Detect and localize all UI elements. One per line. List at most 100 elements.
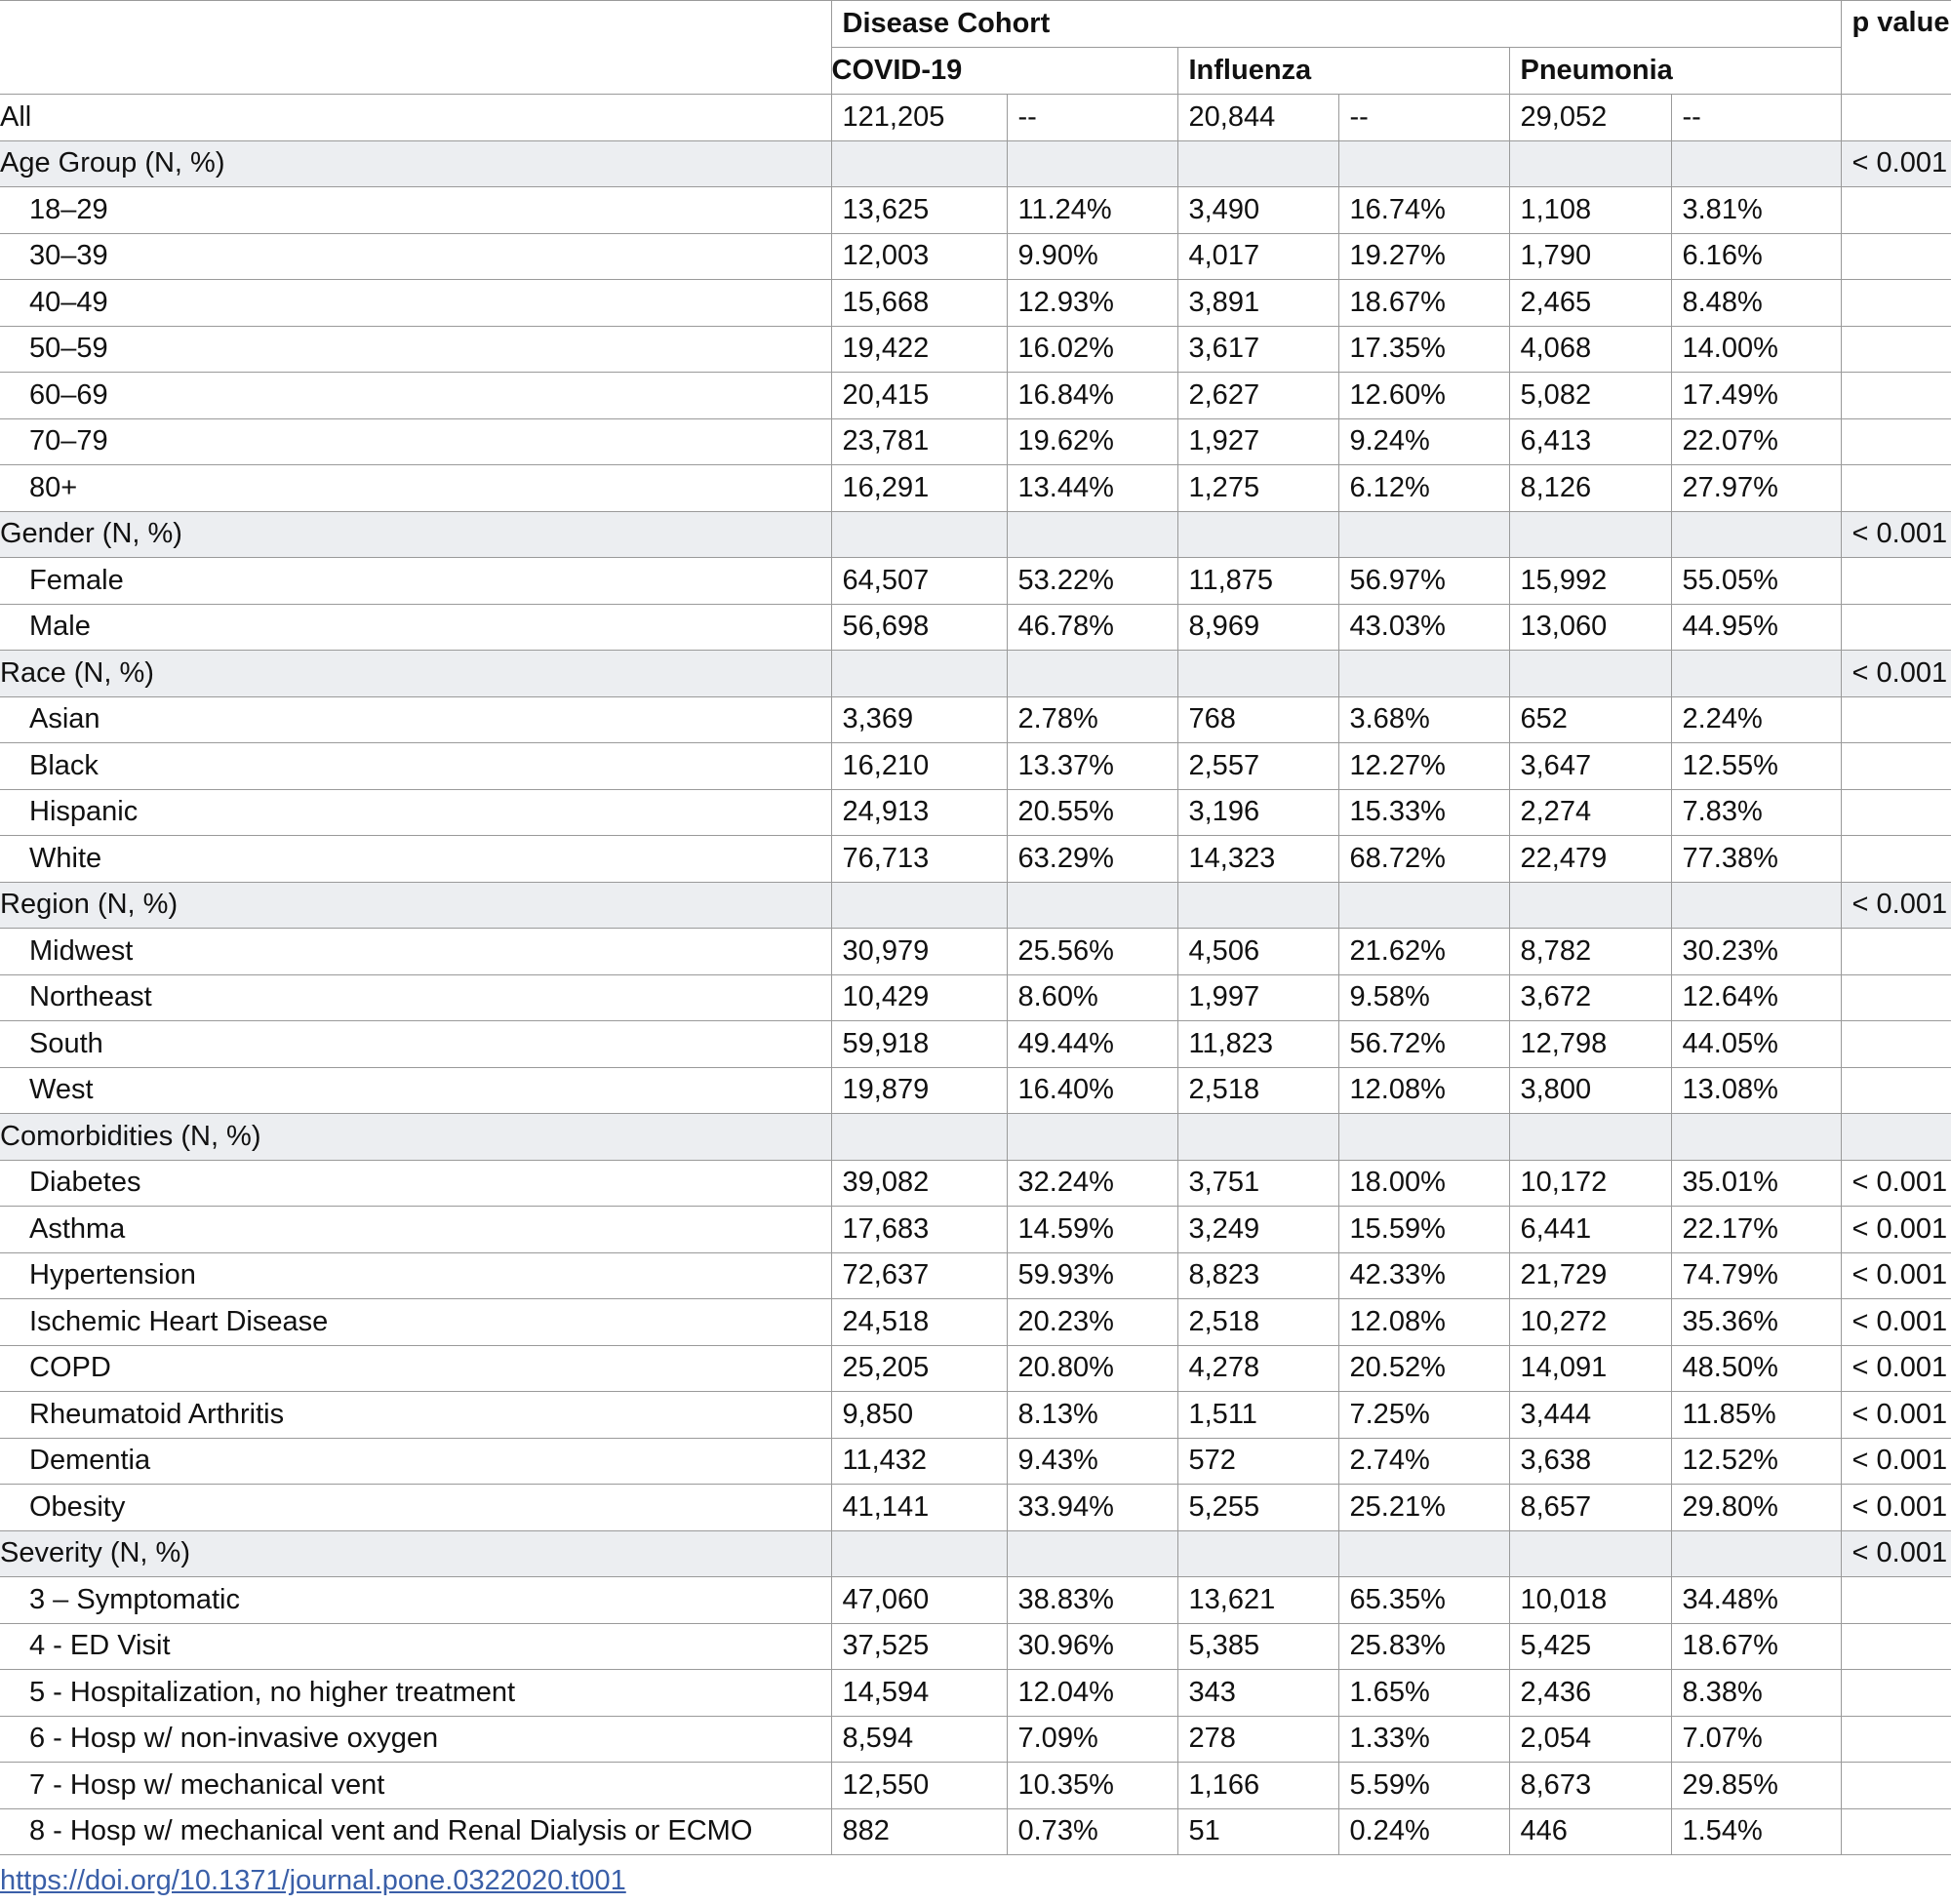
cell: 17.49%	[1670, 372, 1842, 419]
cell: 1,108	[1508, 186, 1672, 234]
cell: 12.52%	[1670, 1437, 1842, 1485]
table-row: Diabetes 39,082 32.24% 3,751 18.00% 10,172 35.…	[0, 1159, 1951, 1207]
cell: 30,979	[830, 928, 1008, 975]
section-label: Age Group (N, %)	[0, 139, 832, 187]
cell: 14.00%	[1670, 325, 1842, 373]
table-row: Black 16,210 13.37% 2,557 12.27% 3,647 12.55%	[0, 742, 1951, 790]
row-label: Diabetes	[0, 1159, 832, 1207]
table-row: Ischemic Heart Disease 24,518 20.23% 2,518 1…	[0, 1298, 1951, 1346]
cell: 51	[1176, 1807, 1339, 1855]
cell: 34.48%	[1670, 1576, 1842, 1624]
row-label: Asian	[0, 695, 832, 743]
cell	[1508, 650, 1672, 697]
p-value	[1840, 464, 1951, 512]
cell: 1,790	[1508, 232, 1672, 280]
cell: 12.60%	[1337, 372, 1510, 419]
p-value	[1840, 557, 1951, 605]
p-value: < 0.001	[1840, 139, 1951, 187]
table-row: 18–29 13,625 11.24% 3,490 16.74% 1,108 3.81%	[0, 186, 1951, 234]
table-row: 3 – Symptomatic 47,060 38.83% 13,621 65.35% 1…	[0, 1576, 1951, 1624]
table-row: Asthma 17,683 14.59% 3,249 15.59% 6,441 22.17%…	[0, 1206, 1951, 1253]
cell	[830, 139, 1008, 187]
p-value	[1840, 1807, 1951, 1855]
cell	[1508, 881, 1672, 929]
p-value: < 0.001	[1840, 1529, 1951, 1577]
table-row: Male 56,698 46.78% 8,969 43.03% 13,060 44.95%	[0, 603, 1951, 651]
section-row: Severity (N, %) < 0.001	[0, 1529, 1951, 1577]
cell: 8.13%	[1006, 1391, 1178, 1439]
cell: 12.55%	[1670, 742, 1842, 790]
cell: 2.24%	[1670, 695, 1842, 743]
cell	[1670, 881, 1842, 929]
cell	[830, 650, 1008, 697]
cell: 2,518	[1176, 1298, 1339, 1346]
cell: 2,054	[1508, 1715, 1672, 1763]
table-row: 4 - ED Visit 37,525 30.96% 5,385 25.83% 5,425…	[0, 1622, 1951, 1670]
cell: --	[1337, 94, 1510, 141]
cell: 3,751	[1176, 1159, 1339, 1207]
cell: 2,518	[1176, 1066, 1339, 1114]
table-row: Obesity 41,141 33.94% 5,255 25.21% 8,657 29.80…	[0, 1484, 1951, 1531]
cell: 12.27%	[1337, 742, 1510, 790]
cell: 15.59%	[1337, 1206, 1510, 1253]
p-value: < 0.001	[1840, 650, 1951, 697]
cell: 7.07%	[1670, 1715, 1842, 1763]
cell: 2.78%	[1006, 695, 1178, 743]
p-value	[1840, 1762, 1951, 1809]
cell: 2,274	[1508, 788, 1672, 836]
header-blank	[0, 0, 832, 95]
cell: 10,172	[1508, 1159, 1672, 1207]
cell: 7.83%	[1670, 788, 1842, 836]
row-label: Hypertension	[0, 1251, 832, 1299]
p-value	[1840, 742, 1951, 790]
row-label: 40–49	[0, 279, 832, 327]
cell: 48.50%	[1670, 1344, 1842, 1392]
row-label: Northeast	[0, 973, 832, 1021]
cell: 20.80%	[1006, 1344, 1178, 1392]
cell: 25.56%	[1006, 928, 1178, 975]
cell: 27.97%	[1670, 464, 1842, 512]
cell: 11,875	[1176, 557, 1339, 605]
cell: 17.35%	[1337, 325, 1510, 373]
cell: 9.58%	[1337, 973, 1510, 1021]
cell: 21,729	[1508, 1251, 1672, 1299]
table-row: 8 - Hosp w/ mechanical vent and Renal Di…	[0, 1807, 1951, 1855]
p-value	[1840, 1622, 1951, 1670]
cell: 3,647	[1508, 742, 1672, 790]
cell: 14,091	[1508, 1344, 1672, 1392]
cell: 8,673	[1508, 1762, 1672, 1809]
cell: 16.74%	[1337, 186, 1510, 234]
cell	[1508, 139, 1672, 187]
cell: 47,060	[830, 1576, 1008, 1624]
cell: 18.00%	[1337, 1159, 1510, 1207]
cell: 9.24%	[1337, 417, 1510, 465]
cell	[1508, 1529, 1672, 1577]
cell: 9.43%	[1006, 1437, 1178, 1485]
cell: 11.85%	[1670, 1391, 1842, 1439]
cell: 14,323	[1176, 835, 1339, 883]
doi-link[interactable]: https://doi.org/10.1371/journal.pone.032…	[0, 1865, 626, 1896]
cell: 1.65%	[1337, 1669, 1510, 1717]
cell: 9,850	[830, 1391, 1008, 1439]
cell	[1337, 1529, 1510, 1577]
cell	[1176, 139, 1339, 187]
cell: 19,422	[830, 325, 1008, 373]
section-label: Race (N, %)	[0, 650, 832, 697]
p-value: < 0.001	[1840, 1159, 1951, 1207]
cell: 5,385	[1176, 1622, 1339, 1670]
cell: --	[1006, 94, 1178, 141]
cohort-name: COVID-19	[831, 47, 1178, 95]
cell: 2,436	[1508, 1669, 1672, 1717]
p-value: < 0.001	[1840, 1206, 1951, 1253]
cell	[1337, 510, 1510, 558]
row-label: 80+	[0, 464, 832, 512]
cell: 16,291	[830, 464, 1008, 512]
cell: 11,823	[1176, 1020, 1339, 1068]
cell: 53.22%	[1006, 557, 1178, 605]
cell: 4,278	[1176, 1344, 1339, 1392]
row-label: Male	[0, 603, 832, 651]
cell: 2,557	[1176, 742, 1339, 790]
cell: 20.23%	[1006, 1298, 1178, 1346]
cell: 6,413	[1508, 417, 1672, 465]
cell: 72,637	[830, 1251, 1008, 1299]
